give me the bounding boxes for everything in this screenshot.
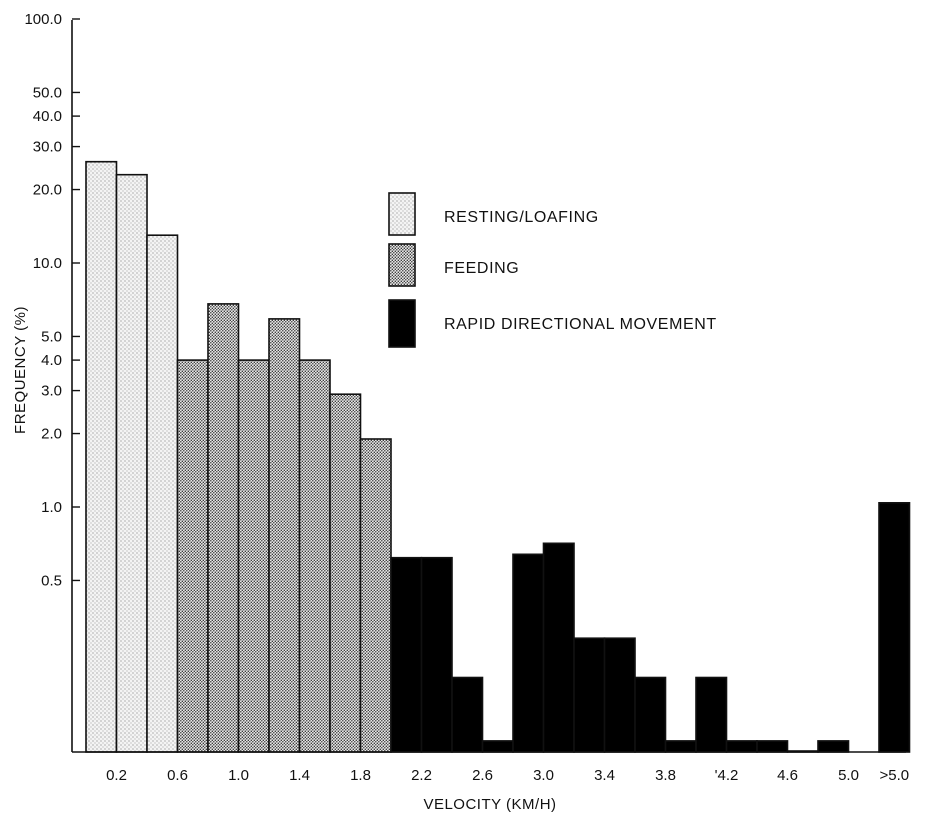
- legend: RESTING/LOAFING FEEDING RAPID DIRECTIONAL …: [388, 192, 717, 348]
- y-tick-label: 4.0: [41, 352, 62, 369]
- x-tick-label: 2.2: [411, 767, 432, 784]
- x-tick-label: 5.0: [838, 767, 859, 784]
- legend-label: RESTING/LOAFING: [444, 209, 599, 226]
- x-tick-label: 0.2: [106, 767, 127, 784]
- x-tick-label: 2.6: [472, 767, 493, 784]
- bar: [207, 303, 240, 753]
- y-axis-title: FREQUENCY (%): [12, 306, 29, 434]
- x-tick-label: 4.6: [777, 767, 798, 784]
- y-tick-label: 1.0: [41, 499, 62, 516]
- bar: [878, 501, 911, 753]
- x-tick-label: 3.4: [594, 767, 615, 784]
- axes-layer: [71, 20, 906, 753]
- bar: [817, 740, 850, 753]
- bar: [390, 556, 423, 753]
- y-tick-label: 40.0: [33, 108, 62, 125]
- y-tick-label: 20.0: [33, 182, 62, 199]
- legend-swatch: [388, 243, 416, 287]
- x-tick-label: 3.8: [655, 767, 676, 784]
- bar: [481, 740, 514, 753]
- x-tick-label: >5.0: [879, 767, 909, 784]
- bars-layer: [85, 160, 911, 753]
- y-ticks: 100.0 50.0 40.0 30.0 20.0 10.0 5.0 4.0 3.0 2.0 1.0…: [24, 11, 80, 589]
- y-tick-label: 10.0: [33, 255, 62, 272]
- legend-swatch: [388, 192, 416, 236]
- bar: [451, 676, 484, 753]
- y-tick-label: 0.5: [41, 572, 62, 589]
- bar: [512, 553, 545, 753]
- x-tick-label: '4.2: [715, 767, 739, 784]
- bar: [115, 173, 148, 753]
- bar: [146, 234, 179, 753]
- bar: [756, 740, 789, 753]
- bar: [573, 637, 606, 753]
- legend-label: FEEDING: [444, 260, 519, 277]
- y-tick-label: 3.0: [41, 383, 62, 400]
- bar: [237, 359, 270, 753]
- bar: [298, 359, 331, 753]
- y-tick-label: 50.0: [33, 84, 62, 101]
- bar: [85, 160, 118, 753]
- bar: [695, 676, 728, 753]
- y-tick-label: 5.0: [41, 328, 62, 345]
- bar: [420, 556, 453, 753]
- bar: [268, 318, 301, 753]
- bar: [634, 676, 667, 753]
- bar: [603, 637, 636, 753]
- y-tick-label: 100.0: [24, 11, 62, 28]
- y-tick-label: 30.0: [33, 139, 62, 156]
- bar: [542, 542, 575, 753]
- legend-label: RAPID DIRECTIONAL MOVEMENT: [444, 316, 717, 333]
- legend-swatch: [388, 299, 416, 348]
- bar: [359, 438, 392, 753]
- bar: [329, 393, 362, 753]
- y-tick-label: 2.0: [41, 426, 62, 443]
- bar: [725, 740, 758, 753]
- x-tick-label: 3.0: [533, 767, 554, 784]
- x-ticks: 0.2 0.6 1.0 1.4 1.8 2.2 2.6 3.0 3.4 3.8 '4.2 4.6 5.0…: [106, 767, 909, 784]
- x-tick-label: 0.6: [167, 767, 188, 784]
- x-axis-title: VELOCITY (KM/H): [423, 796, 556, 813]
- x-tick-label: 1.4: [289, 767, 310, 784]
- bar: [664, 740, 697, 753]
- bar: [176, 359, 209, 753]
- x-tick-label: 1.8: [350, 767, 371, 784]
- x-tick-label: 1.0: [228, 767, 249, 784]
